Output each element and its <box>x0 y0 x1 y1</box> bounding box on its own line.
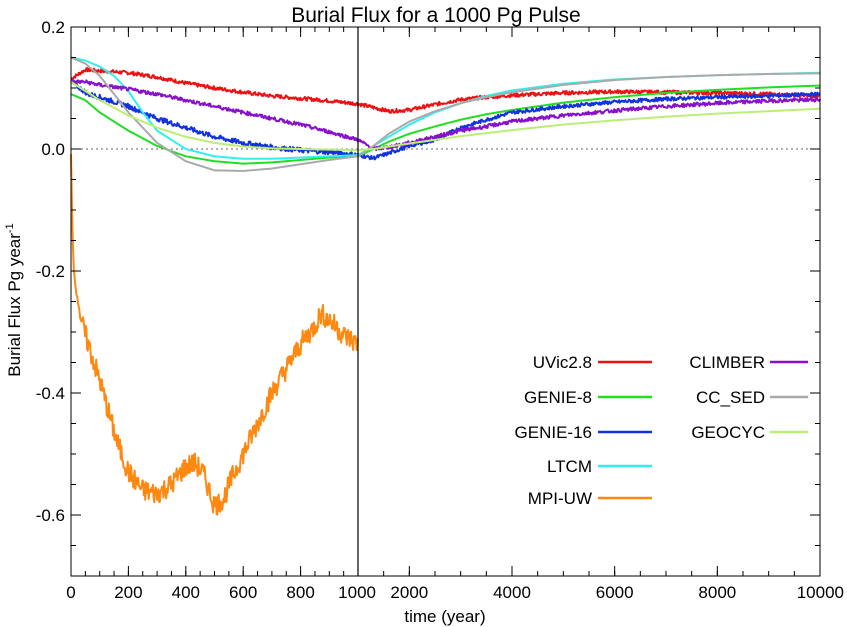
x-tick-label: 6000 <box>596 583 634 602</box>
x-axis-label: time (year) <box>404 607 485 626</box>
axis-ticks: -0.6 -0.4 -0.2 0.0 0.2 0 200 400 600 800 1000 2000 4… <box>36 18 844 602</box>
legend-label-cc-sed: CC_SED <box>696 388 765 407</box>
y-tick-label: 0.0 <box>41 140 65 159</box>
y-tick-label: -0.4 <box>36 384 65 403</box>
y-tick-label: 0.2 <box>41 18 65 37</box>
series-line-genie-8 <box>70 84 821 165</box>
x-tick-label: 2000 <box>390 583 428 602</box>
legend-label-ltcm: LTCM <box>547 457 592 476</box>
legend: UVic2.8 GENIE-8 GENIE-16 LTCM MPI-UW CLIMBER C… <box>515 353 808 508</box>
x-tick-label: 0 <box>66 583 75 602</box>
x-tick-label: 800 <box>286 583 314 602</box>
x-tick-label: 1000 <box>338 583 376 602</box>
legend-label-mpi-uw: MPI-UW <box>528 489 592 508</box>
legend-label-climber: CLIMBER <box>689 353 765 372</box>
series-line-geocyc <box>70 81 821 152</box>
series-line-climber <box>70 79 821 152</box>
y-axis-label: Burial Flux Pg year-1 <box>4 223 24 376</box>
x-tick-label: 8000 <box>698 583 736 602</box>
legend-label-genie-8: GENIE-8 <box>524 388 592 407</box>
x-tick-label: 400 <box>172 583 200 602</box>
legend-label-uvic2-8: UVic2.8 <box>533 353 592 372</box>
series-line-cc-sed <box>70 56 821 172</box>
legend-label-geocyc: GEOCYC <box>691 423 765 442</box>
chart-title: Burial Flux for a 1000 Pg Pulse <box>291 4 581 27</box>
y-tick-label: -0.2 <box>36 262 65 281</box>
legend-label-genie-16: GENIE-16 <box>515 423 592 442</box>
x-tick-label: 600 <box>229 583 257 602</box>
x-tick-label: 10000 <box>797 583 844 602</box>
series-line-mpi-uw <box>70 154 359 516</box>
y-axis-label-text: Burial Flux Pg year <box>5 233 24 377</box>
series-layer <box>70 56 821 516</box>
y-tick-label: -0.6 <box>36 506 65 525</box>
y-axis-label-superscript: -1 <box>4 223 16 233</box>
x-tick-label: 200 <box>114 583 142 602</box>
x-tick-label: 4000 <box>493 583 531 602</box>
